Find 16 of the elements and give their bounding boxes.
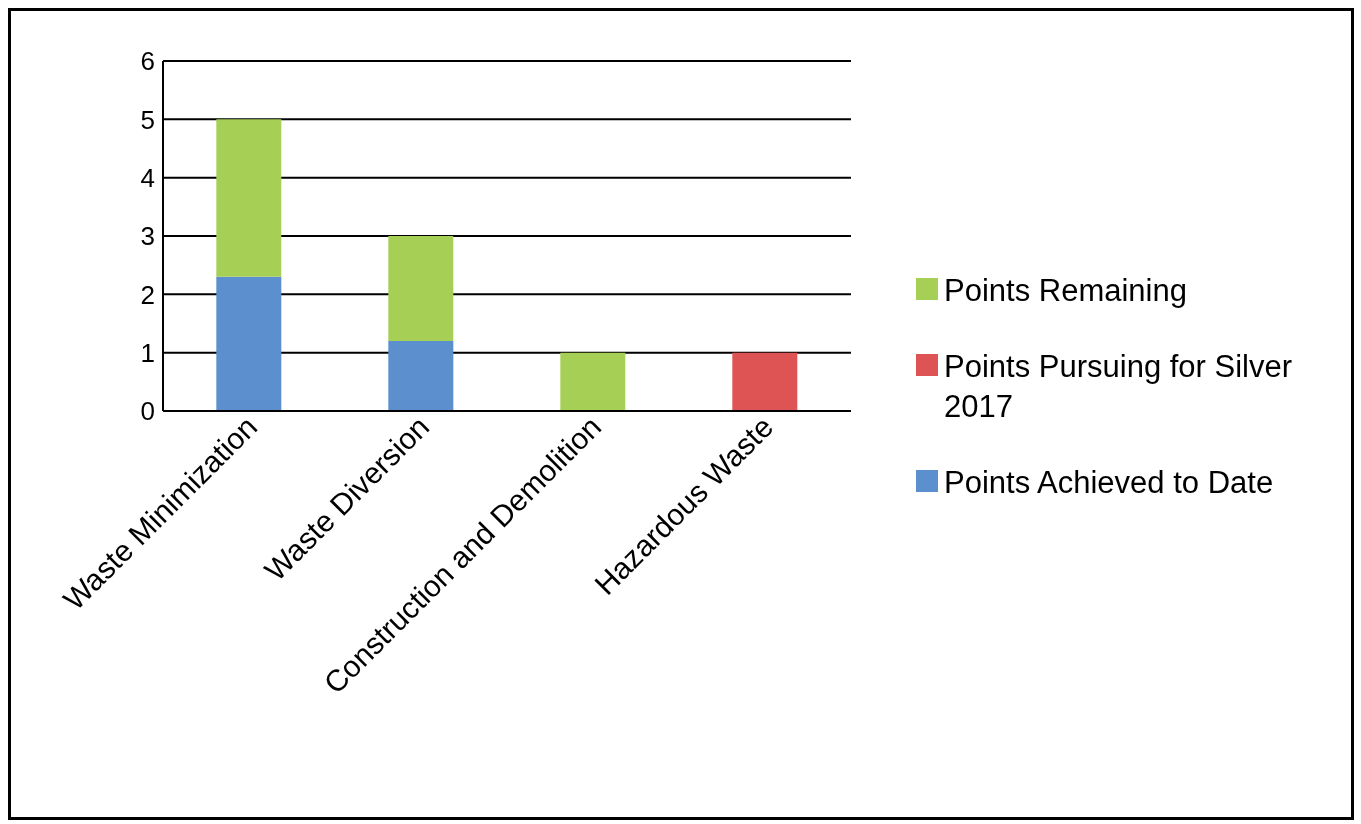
bar (216, 276, 282, 411)
y-tick-label: 5 (140, 104, 155, 135)
y-tick-label: 2 (140, 279, 155, 310)
bar (388, 341, 454, 411)
bar (388, 236, 454, 341)
y-tick-label: 6 (140, 46, 155, 77)
bar (560, 352, 626, 411)
legend-label: Points Pursuing for Silver 2017 (944, 348, 1294, 426)
legend-label: Points Remaining (944, 272, 1187, 310)
y-tick-label: 1 (140, 337, 155, 368)
bar (732, 352, 798, 411)
bar (216, 119, 282, 277)
y-tick-label: 3 (140, 221, 155, 252)
y-tick-label: 0 (140, 396, 155, 427)
legend-label: Points Achieved to Date (944, 464, 1274, 502)
y-tick-label: 4 (140, 162, 155, 193)
